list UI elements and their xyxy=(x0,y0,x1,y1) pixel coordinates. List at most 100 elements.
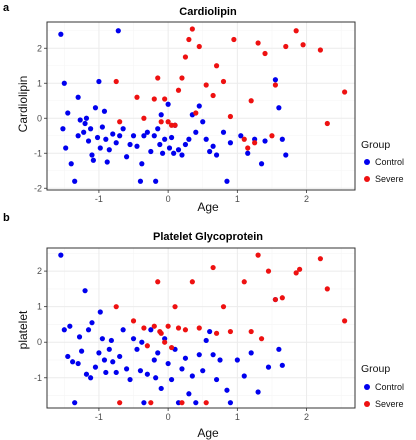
point-severe xyxy=(324,120,330,127)
point-control xyxy=(106,147,112,153)
point-control xyxy=(123,154,130,160)
point-control xyxy=(110,359,116,365)
point-severe xyxy=(155,279,161,285)
point-control xyxy=(148,148,154,155)
point-severe xyxy=(252,140,258,146)
point-control xyxy=(76,334,83,340)
point-control xyxy=(97,145,103,151)
point-control xyxy=(166,145,173,151)
point-control xyxy=(224,387,230,393)
point-severe xyxy=(175,87,182,93)
point-severe xyxy=(258,336,265,342)
panel-a-tag: a xyxy=(3,2,10,14)
point-control xyxy=(279,362,285,368)
point-severe xyxy=(182,327,189,333)
point-control xyxy=(82,120,88,127)
point-control xyxy=(65,353,71,360)
point-control xyxy=(117,133,123,139)
point-severe xyxy=(255,40,261,46)
point-control xyxy=(227,400,234,406)
point-control xyxy=(238,133,244,139)
chart-b-legend: Group Control Severe xyxy=(361,363,404,409)
point-control xyxy=(75,94,81,100)
point-control xyxy=(227,140,234,146)
point-severe xyxy=(248,328,254,335)
point-control xyxy=(72,178,78,184)
point-control xyxy=(162,136,168,142)
point-control xyxy=(189,373,195,379)
point-control xyxy=(99,124,105,130)
point-control xyxy=(90,157,96,163)
point-severe xyxy=(265,268,272,274)
point-control xyxy=(89,152,95,158)
point-control xyxy=(75,360,81,367)
point-control xyxy=(151,357,157,363)
point-severe xyxy=(168,344,175,351)
legend-b-control-marker xyxy=(364,384,370,390)
point-control xyxy=(203,337,209,344)
y-tick-label: 2 xyxy=(37,43,42,53)
x-tick-label: 1 xyxy=(235,412,240,422)
point-control xyxy=(92,105,99,111)
point-severe xyxy=(342,89,348,95)
point-control xyxy=(130,336,137,342)
point-control xyxy=(200,119,206,125)
point-severe xyxy=(165,119,171,125)
point-control xyxy=(279,136,285,142)
point-control xyxy=(193,129,199,135)
y-tick-label: -1 xyxy=(34,373,42,383)
chart-a-ylabel: Cardiolipin xyxy=(16,76,30,133)
point-control xyxy=(58,31,64,37)
point-severe xyxy=(245,145,251,151)
point-control xyxy=(110,131,116,137)
point-severe xyxy=(189,26,195,32)
point-control xyxy=(159,150,166,156)
point-control xyxy=(115,28,121,34)
point-severe xyxy=(155,75,161,81)
point-control xyxy=(96,350,102,356)
point-severe xyxy=(293,28,299,34)
point-severe xyxy=(210,264,216,271)
point-control xyxy=(272,77,279,83)
x-tick-label: 1 xyxy=(235,194,240,204)
point-severe xyxy=(248,98,254,104)
point-control xyxy=(81,129,87,135)
point-severe xyxy=(189,279,195,285)
legend-a-control-label: Control xyxy=(375,157,404,167)
point-severe xyxy=(300,42,306,48)
x-tick-label: -1 xyxy=(95,194,103,204)
point-control xyxy=(182,141,189,148)
point-control xyxy=(200,368,206,374)
point-control xyxy=(139,161,145,167)
point-control xyxy=(207,148,213,155)
chart-a-xlabel: Age xyxy=(197,200,219,214)
point-severe xyxy=(158,330,164,336)
point-control xyxy=(120,327,126,333)
panel-b-tag: b xyxy=(3,212,10,224)
point-severe xyxy=(130,318,137,324)
point-control xyxy=(96,78,102,85)
point-control xyxy=(89,320,95,326)
point-severe xyxy=(179,75,185,81)
point-control xyxy=(153,178,159,184)
point-control xyxy=(75,133,81,139)
point-severe xyxy=(297,266,303,272)
point-control xyxy=(83,371,90,377)
point-severe xyxy=(279,295,285,301)
y-tick-label: 2 xyxy=(37,266,42,276)
point-control xyxy=(283,152,289,158)
point-control xyxy=(103,136,109,142)
point-control xyxy=(210,143,216,149)
chart-b-plot: -1 0 1 2 -1 0 1 2 xyxy=(34,247,356,422)
point-severe xyxy=(342,318,348,324)
point-control xyxy=(258,161,265,167)
point-control xyxy=(182,355,189,361)
point-severe xyxy=(193,110,199,116)
point-control xyxy=(213,376,220,383)
point-severe xyxy=(162,339,168,345)
point-control xyxy=(127,376,133,383)
chart-a-legend: Group Control Severe xyxy=(361,139,404,184)
point-control xyxy=(148,327,154,333)
point-severe xyxy=(231,36,237,43)
point-control xyxy=(186,391,192,397)
